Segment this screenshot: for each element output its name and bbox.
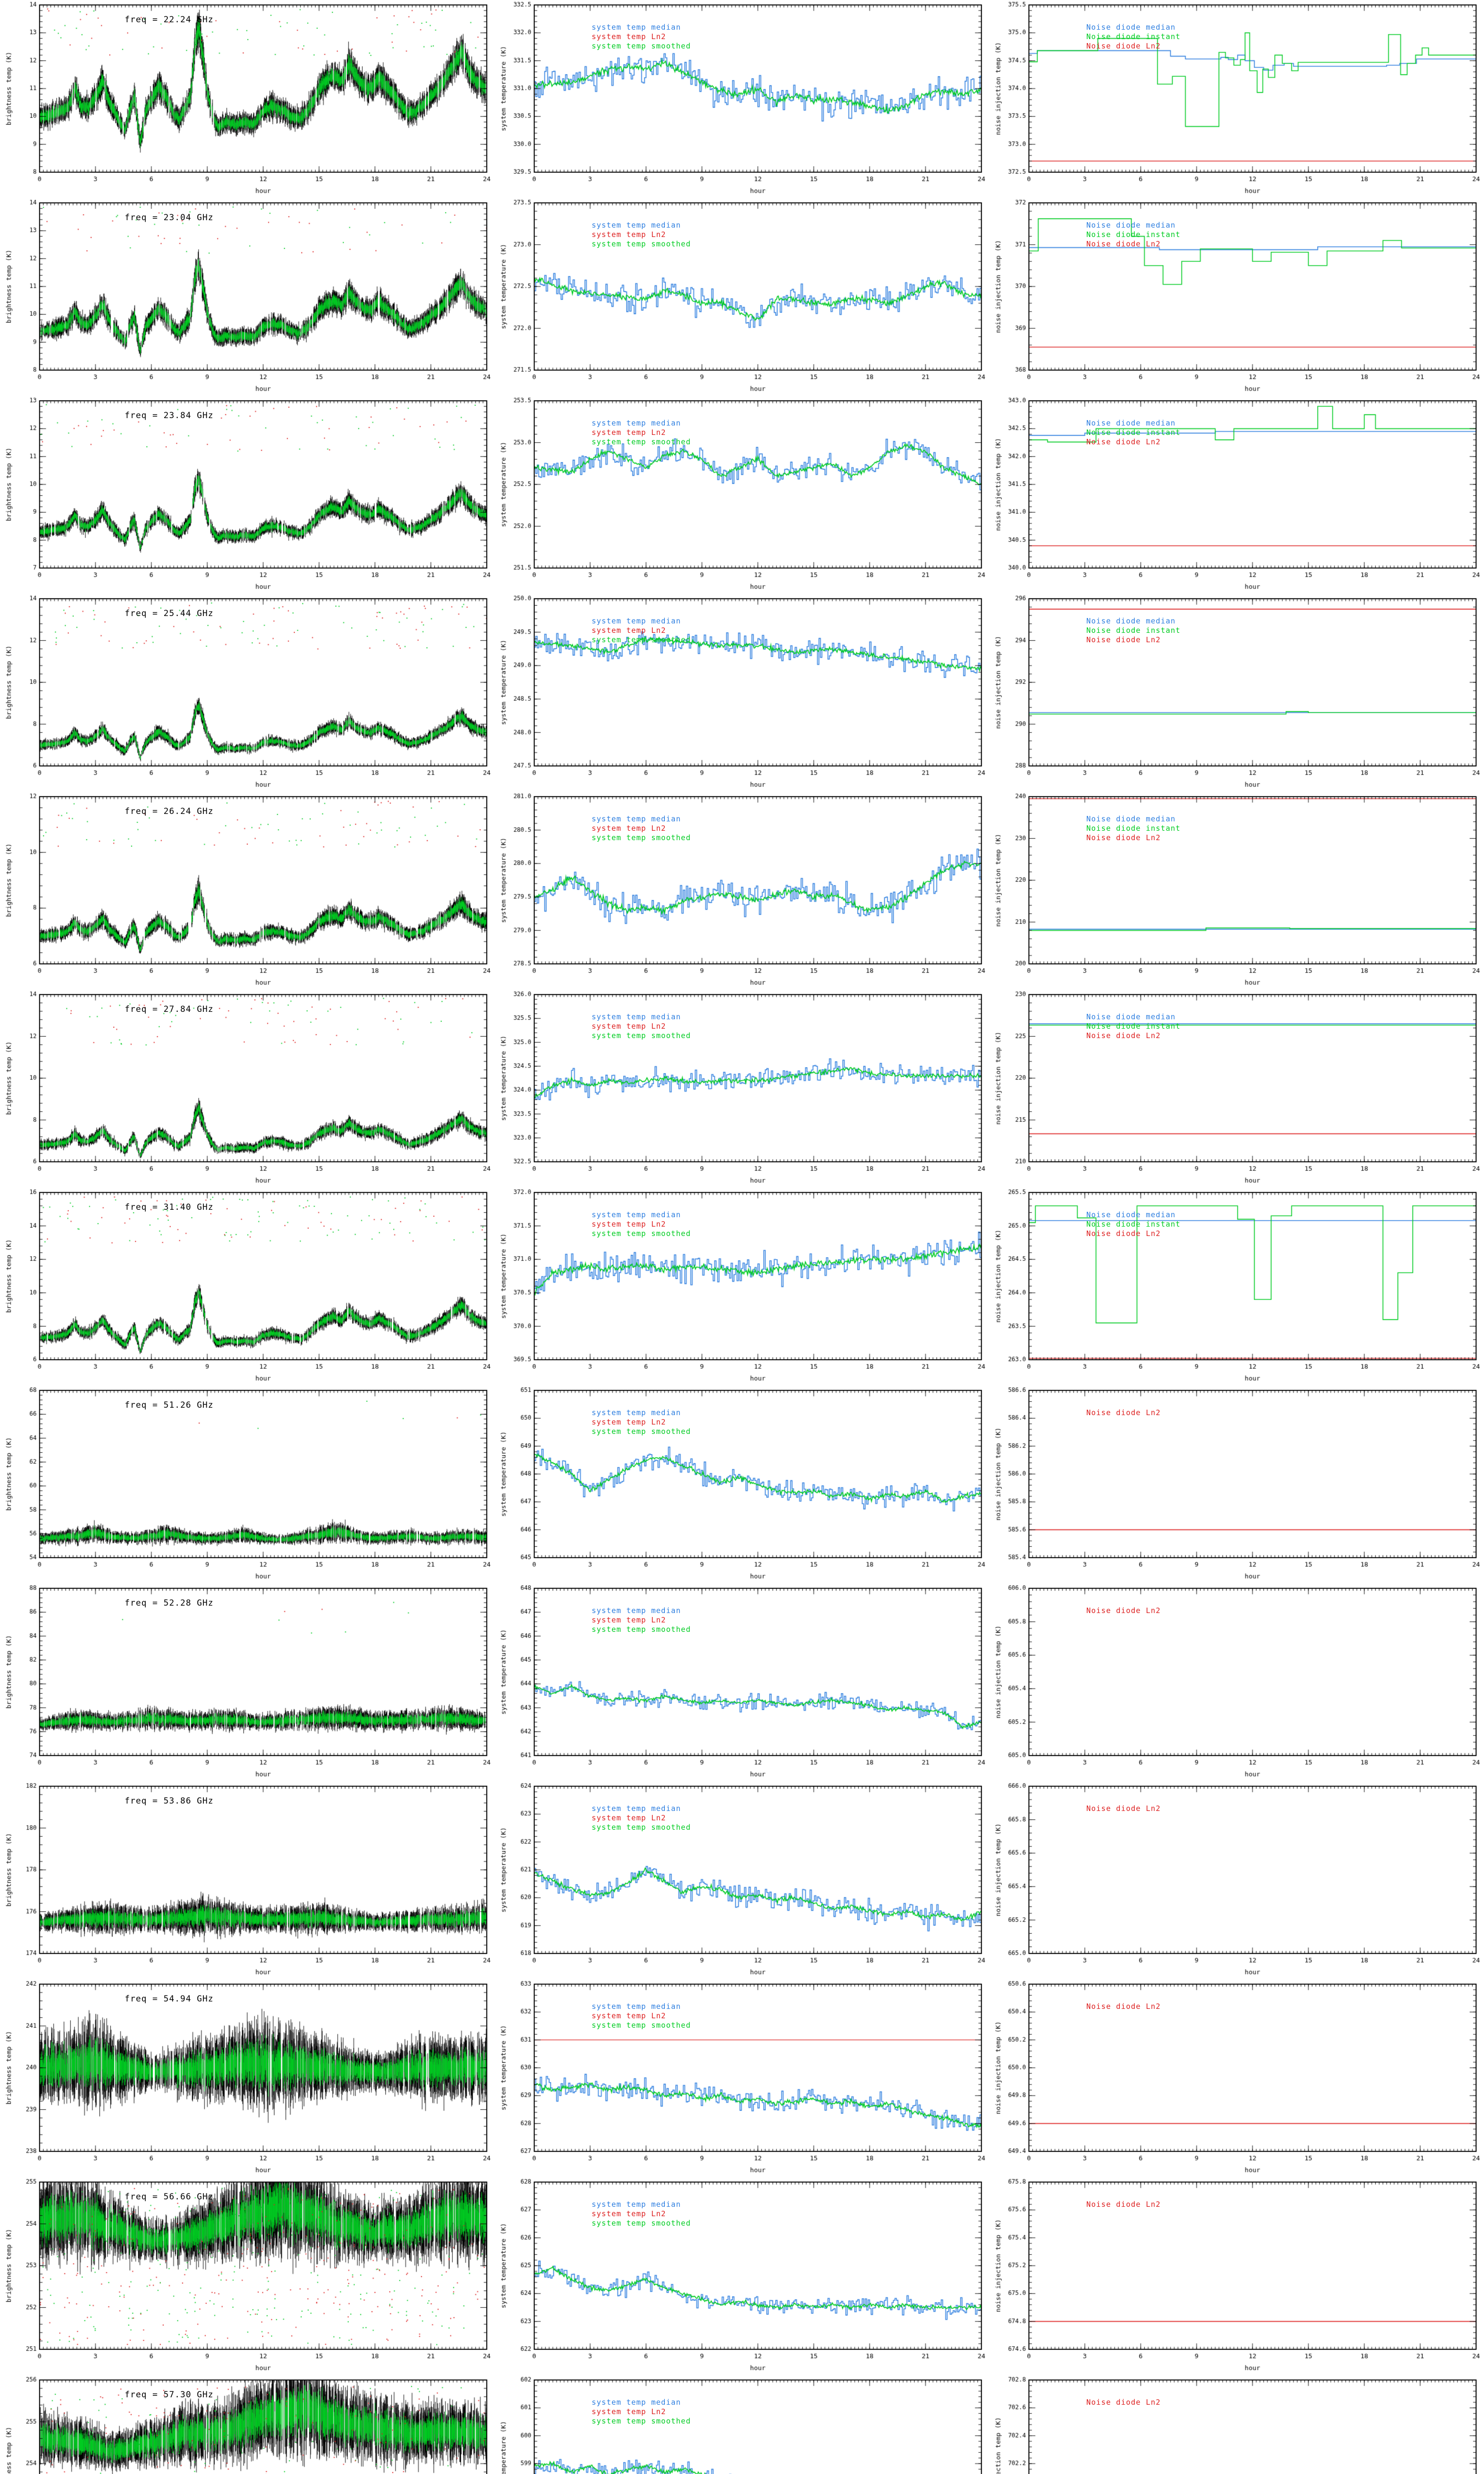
- mid-plot-canvas: [495, 1188, 989, 1385]
- noise-diode-plot: Noise diode Ln2: [989, 1781, 1484, 1979]
- left-plot-canvas: [0, 1781, 495, 1979]
- plot-row: freq = 53.86 GHz system temp median system…: [0, 1781, 1484, 1979]
- mid-plot-canvas: [495, 1979, 989, 2177]
- noise-diode-plot: Noise diode Ln2: [989, 2375, 1484, 2474]
- plot-row: freq = 26.24 GHz system temp median system…: [0, 792, 1484, 990]
- brightness-temp-plot: freq = 22.24 GHz: [0, 0, 495, 198]
- right-plot-canvas: [989, 792, 1484, 990]
- plot-row: freq = 22.24 GHz system temp median system…: [0, 0, 1484, 198]
- right-plot-canvas: [989, 1979, 1484, 2177]
- mid-plot-canvas: [495, 792, 989, 990]
- noise-diode-plot: Noise diode Ln2: [989, 1979, 1484, 2177]
- right-plot-canvas: [989, 1385, 1484, 1583]
- system-temp-plot: system temp median system temp Ln2 system …: [495, 0, 989, 198]
- noise-diode-plot: Noise diode Ln2: [989, 2177, 1484, 2375]
- right-plot-canvas: [989, 396, 1484, 594]
- plot-row: freq = 57.30 GHz system temp median system…: [0, 2375, 1484, 2474]
- noise-diode-plot: Noise diode median Noise diode instant Noi…: [989, 0, 1484, 198]
- brightness-temp-plot: freq = 23.04 GHz: [0, 198, 495, 396]
- mid-plot-canvas: [495, 1583, 989, 1781]
- left-plot-canvas: [0, 1583, 495, 1781]
- mid-plot-canvas: [495, 1385, 989, 1583]
- brightness-temp-plot: freq = 53.86 GHz: [0, 1781, 495, 1979]
- mid-plot-canvas: [495, 990, 989, 1188]
- mid-plot-canvas: [495, 1781, 989, 1979]
- left-plot-canvas: [0, 990, 495, 1188]
- system-temp-plot: system temp median system temp Ln2 system …: [495, 198, 989, 396]
- system-temp-plot: system temp median system temp Ln2 system …: [495, 1979, 989, 2177]
- plot-row: freq = 54.94 GHz system temp median system…: [0, 1979, 1484, 2177]
- right-plot-canvas: [989, 1781, 1484, 1979]
- mid-plot-canvas: [495, 396, 989, 594]
- mid-plot-canvas: [495, 594, 989, 792]
- brightness-temp-plot: freq = 54.94 GHz: [0, 1979, 495, 2177]
- system-temp-plot: system temp median system temp Ln2 system …: [495, 1583, 989, 1781]
- left-plot-canvas: [0, 198, 495, 396]
- right-plot-canvas: [989, 990, 1484, 1188]
- left-plot-canvas: [0, 1979, 495, 2177]
- right-plot-canvas: [989, 1188, 1484, 1385]
- system-temp-plot: system temp median system temp Ln2 system …: [495, 1385, 989, 1583]
- system-temp-plot: system temp median system temp Ln2 system …: [495, 396, 989, 594]
- brightness-temp-plot: freq = 57.30 GHz: [0, 2375, 495, 2474]
- plot-row: freq = 27.84 GHz system temp median system…: [0, 990, 1484, 1188]
- plot-row: freq = 23.84 GHz system temp median system…: [0, 396, 1484, 594]
- brightness-temp-plot: freq = 52.28 GHz: [0, 1583, 495, 1781]
- noise-diode-plot: Noise diode median Noise diode instant Noi…: [989, 396, 1484, 594]
- plot-row: freq = 25.44 GHz system temp median system…: [0, 594, 1484, 792]
- right-plot-canvas: [989, 1583, 1484, 1781]
- brightness-temp-plot: freq = 27.84 GHz: [0, 990, 495, 1188]
- left-plot-canvas: [0, 2375, 495, 2474]
- noise-diode-plot: Noise diode Ln2: [989, 1583, 1484, 1781]
- brightness-temp-plot: freq = 51.26 GHz: [0, 1385, 495, 1583]
- brightness-temp-plot: freq = 31.40 GHz: [0, 1188, 495, 1385]
- right-plot-canvas: [989, 198, 1484, 396]
- noise-diode-plot: Noise diode Ln2: [989, 1385, 1484, 1583]
- noise-diode-plot: Noise diode median Noise diode instant Noi…: [989, 198, 1484, 396]
- mid-plot-canvas: [495, 198, 989, 396]
- plot-row: freq = 56.66 GHz system temp median system…: [0, 2177, 1484, 2375]
- mid-plot-canvas: [495, 0, 989, 198]
- right-plot-canvas: [989, 2375, 1484, 2474]
- plot-row: freq = 51.26 GHz system temp median system…: [0, 1385, 1484, 1583]
- system-temp-plot: system temp median system temp Ln2 system …: [495, 2375, 989, 2474]
- right-plot-canvas: [989, 2177, 1484, 2375]
- system-temp-plot: system temp median system temp Ln2 system …: [495, 792, 989, 990]
- right-plot-canvas: [989, 594, 1484, 792]
- noise-diode-plot: Noise diode median Noise diode instant Noi…: [989, 1188, 1484, 1385]
- system-temp-plot: system temp median system temp Ln2 system …: [495, 1781, 989, 1979]
- brightness-temp-plot: freq = 56.66 GHz: [0, 2177, 495, 2375]
- brightness-temp-plot: freq = 26.24 GHz: [0, 792, 495, 990]
- left-plot-canvas: [0, 2177, 495, 2375]
- system-temp-plot: system temp median system temp Ln2 system …: [495, 1188, 989, 1385]
- brightness-temp-plot: freq = 23.84 GHz: [0, 396, 495, 594]
- noise-diode-plot: Noise diode median Noise diode instant Noi…: [989, 594, 1484, 792]
- noise-diode-plot: Noise diode median Noise diode instant Noi…: [989, 990, 1484, 1188]
- noise-diode-plot: Noise diode median Noise diode instant Noi…: [989, 792, 1484, 990]
- plot-row: freq = 52.28 GHz system temp median system…: [0, 1583, 1484, 1781]
- left-plot-canvas: [0, 1188, 495, 1385]
- left-plot-canvas: [0, 1385, 495, 1583]
- mid-plot-canvas: [495, 2177, 989, 2375]
- right-plot-canvas: [989, 0, 1484, 198]
- system-temp-plot: system temp median system temp Ln2 system …: [495, 594, 989, 792]
- plot-row: freq = 23.04 GHz system temp median system…: [0, 198, 1484, 396]
- brightness-temp-plot: freq = 25.44 GHz: [0, 594, 495, 792]
- plot-row: freq = 31.40 GHz system temp median system…: [0, 1188, 1484, 1385]
- mid-plot-canvas: [495, 2375, 989, 2474]
- system-temp-plot: system temp median system temp Ln2 system …: [495, 2177, 989, 2375]
- left-plot-canvas: [0, 0, 495, 198]
- left-plot-canvas: [0, 396, 495, 594]
- system-temp-plot: system temp median system temp Ln2 system …: [495, 990, 989, 1188]
- left-plot-canvas: [0, 594, 495, 792]
- left-plot-canvas: [0, 792, 495, 990]
